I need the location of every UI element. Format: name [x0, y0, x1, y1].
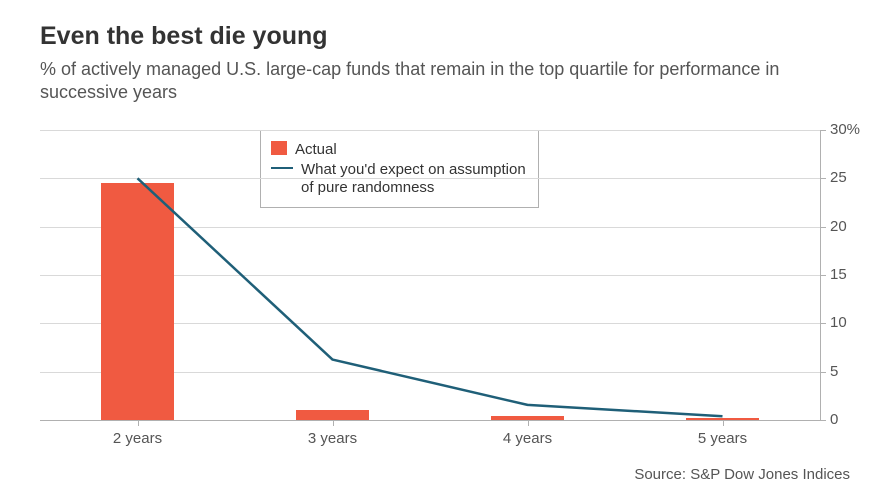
y-tick-label: 5	[830, 363, 875, 380]
y-tick-label: 20	[830, 218, 875, 235]
x-tick-label: 5 years	[663, 430, 783, 447]
y-tick-label: 25	[830, 169, 875, 186]
legend-swatch-icon	[271, 141, 287, 155]
x-tick-label: 4 years	[468, 430, 588, 447]
y-tick-label: 30%	[830, 121, 875, 138]
x-tick-label: 2 years	[78, 430, 198, 447]
source-text: Source: S&P Dow Jones Indices	[634, 466, 850, 483]
bar	[296, 410, 368, 420]
x-tick	[333, 420, 334, 426]
x-tick-label: 3 years	[273, 430, 393, 447]
gridline	[40, 130, 820, 131]
legend: ActualWhat you'd expect on assumption of…	[260, 130, 539, 208]
chart-title: Even the best die young	[40, 22, 328, 51]
x-tick	[138, 420, 139, 426]
gridline	[40, 178, 820, 179]
x-axis	[40, 420, 820, 421]
y-tick-label: 0	[830, 411, 875, 428]
y-tick-label: 10	[830, 314, 875, 331]
legend-line-icon	[271, 161, 293, 175]
bar	[101, 183, 173, 420]
legend-label: Actual	[295, 141, 337, 159]
y-axis-right	[820, 130, 821, 420]
chart-subtitle: % of actively managed U.S. large-cap fun…	[40, 58, 800, 103]
chart-container: Even the best die young % of actively ma…	[0, 0, 890, 501]
x-tick	[723, 420, 724, 426]
y-tick-label: 15	[830, 266, 875, 283]
x-tick	[528, 420, 529, 426]
legend-item: Actual	[271, 141, 526, 159]
y-tick	[820, 420, 826, 421]
